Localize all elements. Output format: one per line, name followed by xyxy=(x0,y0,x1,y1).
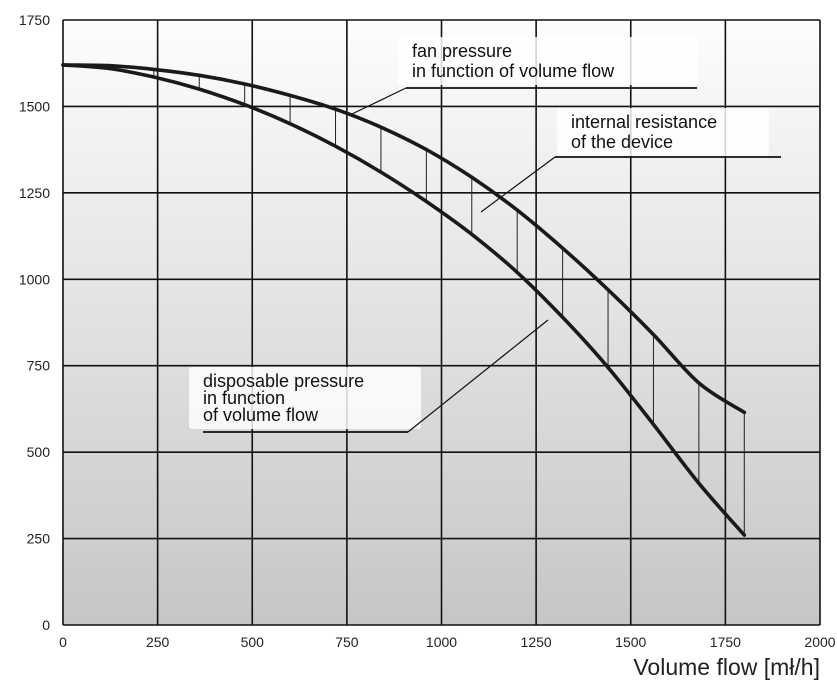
y-tick-label: 1000 xyxy=(19,271,50,287)
annotation-text: in function of volume flow xyxy=(412,61,615,81)
disposable-curve xyxy=(61,63,747,537)
annotation-box xyxy=(398,37,698,85)
x-tick-label: 1250 xyxy=(521,634,552,650)
y-tick-label: 1250 xyxy=(19,185,50,201)
y-tick-label: 0 xyxy=(42,617,50,633)
x-tick-label: 750 xyxy=(335,634,359,650)
x-tick-label: 250 xyxy=(146,634,170,650)
annotation-leader xyxy=(407,319,549,433)
y-tick-label: 1750 xyxy=(19,12,50,28)
annotation-leader xyxy=(351,87,407,115)
y-tick-label: 1500 xyxy=(19,98,50,114)
annotation-text: internal resistance xyxy=(571,112,717,132)
curves xyxy=(61,63,747,537)
tick-labels: 0 250 500 750 1000 1250 1500 1750 2000 0 250 500 750… xyxy=(19,12,836,650)
x-tick-label: 0 xyxy=(59,634,67,650)
y-tick-label: 500 xyxy=(27,444,51,460)
annotation-box xyxy=(557,108,769,156)
x-tick-label: 1500 xyxy=(615,634,646,650)
fan-curve xyxy=(61,63,747,415)
annotation-text: disposable pressure xyxy=(203,371,364,391)
annotation-text: of the device xyxy=(571,132,673,152)
annotation-text: of volume flow xyxy=(203,405,319,425)
annotation-box xyxy=(189,367,421,429)
y-tick-label: 750 xyxy=(27,358,51,374)
annotation-leader xyxy=(480,156,556,213)
y-tick-label: 250 xyxy=(27,531,51,547)
x-tick-label: 1750 xyxy=(710,634,741,650)
annotation-text: in function xyxy=(203,388,285,408)
x-tick-label: 2000 xyxy=(804,634,835,650)
annotation-text: fan pressure xyxy=(412,41,512,61)
x-tick-label: 500 xyxy=(241,634,265,650)
x-axis-label: Volume flow [mł/h] xyxy=(633,654,820,680)
x-tick-label: 1000 xyxy=(426,634,457,650)
